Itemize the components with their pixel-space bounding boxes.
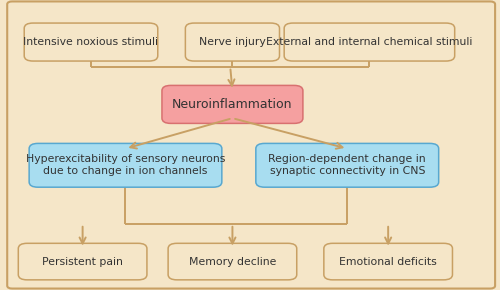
FancyBboxPatch shape xyxy=(18,243,147,280)
Text: Intensive noxious stimuli: Intensive noxious stimuli xyxy=(24,37,158,47)
FancyBboxPatch shape xyxy=(7,1,495,289)
FancyBboxPatch shape xyxy=(284,23,454,61)
FancyBboxPatch shape xyxy=(324,243,452,280)
Text: Memory decline: Memory decline xyxy=(188,257,276,267)
FancyBboxPatch shape xyxy=(162,85,303,124)
Text: Emotional deficits: Emotional deficits xyxy=(340,257,437,267)
Text: Neuroinflammation: Neuroinflammation xyxy=(172,98,292,111)
FancyBboxPatch shape xyxy=(186,23,280,61)
FancyBboxPatch shape xyxy=(29,144,222,187)
FancyBboxPatch shape xyxy=(168,243,296,280)
FancyBboxPatch shape xyxy=(24,23,158,61)
Text: External and internal chemical stimuli: External and internal chemical stimuli xyxy=(266,37,472,47)
Text: Region-dependent change in
synaptic connectivity in CNS: Region-dependent change in synaptic conn… xyxy=(268,155,426,176)
Text: Hyperexcitability of sensory neurons
due to change in ion channels: Hyperexcitability of sensory neurons due… xyxy=(26,155,225,176)
Text: Nerve injury: Nerve injury xyxy=(199,37,266,47)
FancyBboxPatch shape xyxy=(256,144,438,187)
Text: Persistent pain: Persistent pain xyxy=(42,257,123,267)
